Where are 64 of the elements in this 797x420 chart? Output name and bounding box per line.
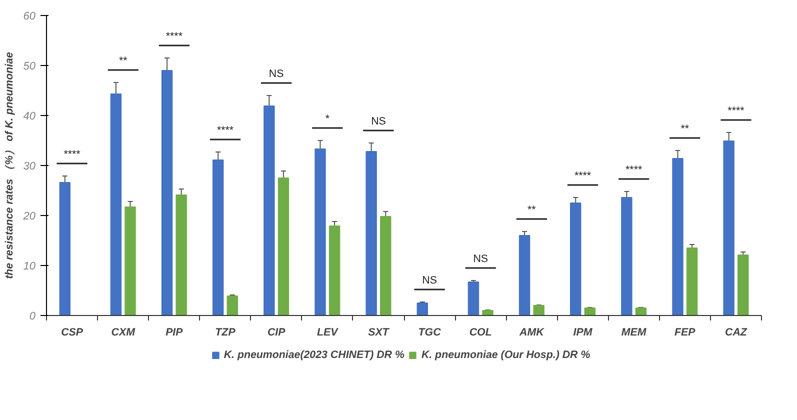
annotation: NS [268, 68, 284, 80]
bar [723, 140, 734, 316]
bar [314, 148, 326, 316]
x-tick-label: SXT [368, 326, 390, 338]
x-tick-label: FEP [674, 326, 696, 338]
bar [226, 296, 238, 316]
annotation: **** [166, 30, 182, 42]
bar [264, 106, 275, 316]
bar [738, 254, 749, 316]
bar [380, 216, 392, 316]
annotation: ** [528, 204, 536, 216]
x-tick-label: AMK [518, 326, 546, 338]
bar [278, 178, 290, 316]
x-tick-label: COL [469, 326, 492, 338]
x-tick-label: PIP [166, 326, 184, 338]
y-axis-title: the resistance rates （%） of K. pneumoniae [3, 52, 16, 279]
x-tick-label: CAZ [725, 326, 748, 338]
bar [328, 226, 340, 316]
bar [59, 182, 70, 316]
annotation: NS [371, 116, 386, 128]
annotation: **** [216, 124, 234, 136]
annotation: NS [422, 274, 437, 286]
annotation: * [325, 113, 330, 125]
bar [533, 305, 544, 316]
bar [161, 70, 173, 316]
bar [686, 248, 698, 316]
x-tick-label: LEV [317, 326, 339, 338]
bar [468, 282, 480, 316]
bar [416, 302, 428, 316]
x-tick-label: MEM [621, 326, 648, 338]
legend-label: K. pneumoniae (Our Hosp.) DR % [421, 349, 590, 361]
bar [621, 197, 632, 316]
annotation: **** [574, 170, 592, 182]
y-tick-label: 60 [23, 10, 36, 22]
x-tick-label: TZP [215, 326, 236, 338]
legend-label: K. pneumoniae(2023 CHINET) DR % [224, 349, 404, 361]
bar [672, 158, 684, 316]
annotation: NS [473, 253, 488, 265]
bar [584, 308, 596, 316]
bar [518, 235, 530, 316]
x-tick-label: TGC [418, 326, 442, 338]
annotation: ** [680, 123, 690, 135]
bar [124, 206, 136, 316]
y-tick-label: 50 [23, 60, 36, 72]
bar [110, 94, 122, 316]
y-tick-label: 30 [23, 160, 36, 172]
y-tick-label: 40 [23, 110, 36, 122]
x-tick-label: CIP [267, 326, 286, 338]
annotation: ** [118, 55, 128, 67]
bar [482, 310, 494, 316]
bar [366, 151, 377, 316]
bar [635, 308, 647, 316]
y-tick-label: 20 [22, 210, 36, 222]
bar [570, 202, 582, 316]
x-tick-label: IPM [573, 326, 594, 338]
annotation: **** [728, 105, 744, 117]
x-tick-label: CXM [111, 326, 136, 338]
annotation: **** [64, 148, 80, 160]
x-tick-label: CSP [61, 326, 84, 338]
y-tick-label: 10 [23, 260, 36, 272]
y-tick-label: 0 [29, 310, 36, 322]
bar [176, 194, 187, 316]
annotation: **** [626, 164, 642, 176]
bar [212, 160, 224, 316]
